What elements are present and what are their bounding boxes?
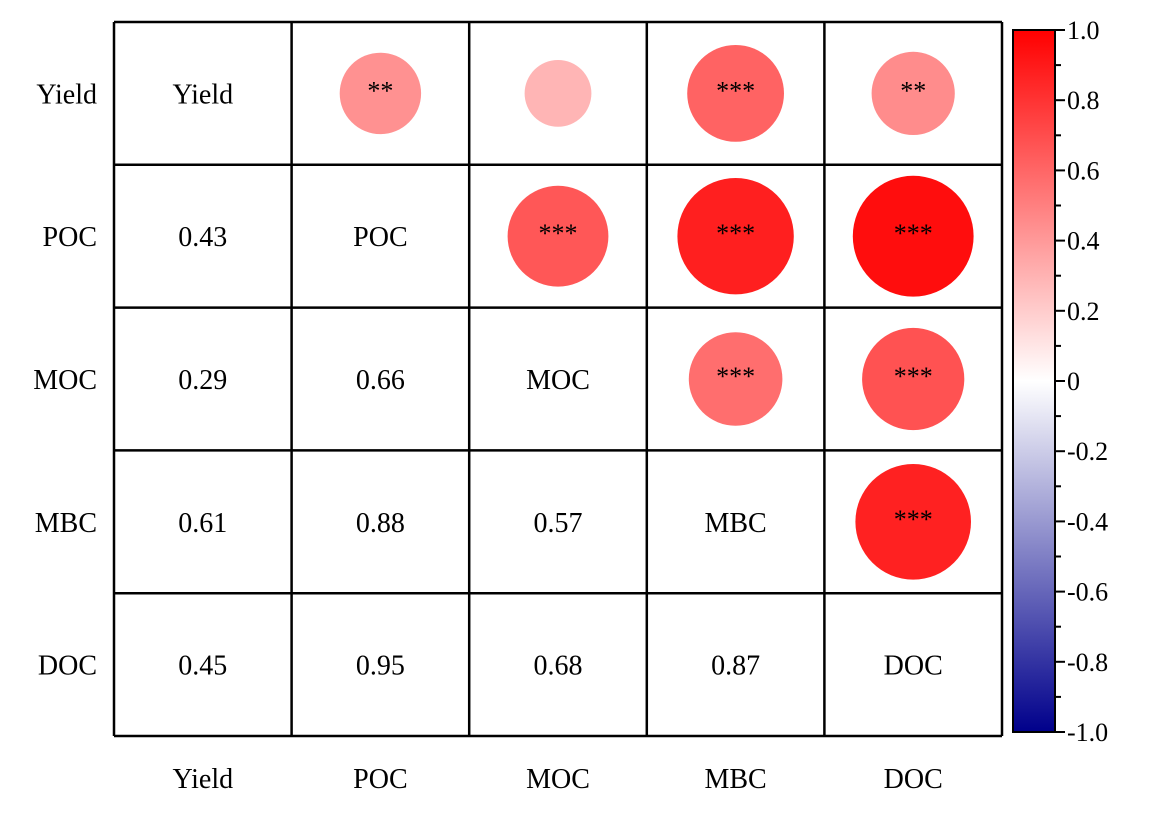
column-label: POC: [353, 764, 407, 795]
significance-stars: **: [367, 76, 393, 105]
significance-stars: ***: [894, 219, 933, 248]
colorbar-tick-label: -1.0: [1067, 718, 1108, 747]
diagonal-label: POC: [353, 222, 407, 253]
significance-stars: ***: [539, 219, 578, 248]
correlation-circle: [507, 185, 609, 287]
diagonal-label: DOC: [884, 651, 943, 682]
correlation-value: 0.95: [356, 651, 405, 682]
colorbar: 1.0 0.8 0.6 0.4 0.2 0 -0.2 -0.4 -0.6 -0.8 -1.0: [1012, 16, 1108, 747]
colorbar-tick-label: 0: [1067, 367, 1080, 396]
column-label: Yield: [172, 764, 233, 795]
row-label: POC: [43, 222, 97, 253]
matrix-cell: [114, 450, 292, 594]
significance-stars: ***: [894, 505, 933, 534]
correlation-circle: [687, 45, 784, 142]
colorbar-tick-label: -0.8: [1067, 648, 1108, 677]
matrix-cell: [114, 307, 292, 451]
diagonal-label: MBC: [704, 508, 766, 539]
matrix-cell: [646, 450, 825, 594]
significance-stars: ***: [716, 219, 755, 248]
colorbar-tick-label: 0.8: [1067, 86, 1100, 115]
matrix-cell: [291, 164, 470, 308]
colorbar-tick-label: -0.4: [1067, 507, 1108, 536]
matrix-cell: [114, 164, 292, 308]
row-label: MOC: [33, 365, 97, 396]
matrix-cell: [114, 593, 292, 736]
row-label: MBC: [35, 508, 97, 539]
matrix-cell: [291, 450, 470, 594]
matrix-cell: [291, 307, 470, 451]
matrix-cell: [646, 593, 825, 736]
correlation-value: 0.57: [534, 508, 583, 539]
matrix-cell: [291, 593, 470, 736]
matrix-cell: [114, 22, 292, 165]
matrix-cell: [469, 593, 647, 736]
correlation-value: 0.43: [178, 222, 227, 253]
correlation-circle: [677, 178, 794, 295]
row-label: Yield: [36, 79, 97, 110]
correlation-value: 0.87: [711, 651, 760, 682]
diagonal-label: Yield: [172, 79, 233, 110]
correlation-value: 0.61: [178, 508, 227, 539]
significance-stars: **: [900, 76, 926, 105]
significance-stars: ***: [716, 362, 755, 391]
colorbar-tick-label: 0.4: [1067, 227, 1100, 256]
matrix-cell: [469, 450, 647, 594]
column-label: MOC: [526, 764, 590, 795]
colorbar-tick-label: 0.6: [1067, 156, 1100, 185]
colorbar-tick-label: -0.2: [1067, 437, 1108, 466]
significance-stars: ***: [716, 76, 755, 105]
correlation-circle: [852, 175, 974, 297]
correlation-value: 0.88: [356, 508, 405, 539]
colorbar-tick-label: 0.2: [1067, 297, 1100, 326]
significance-stars: ***: [894, 362, 933, 391]
correlation-value: 0.68: [534, 651, 583, 682]
column-label: DOC: [884, 764, 943, 795]
correlation-circle: [862, 327, 965, 431]
matrix-cell: [469, 307, 647, 451]
row-label: DOC: [38, 651, 97, 682]
correlation-circle: [688, 332, 783, 426]
colorbar-tick-label: -0.6: [1067, 578, 1108, 607]
grid-layer: [112, 20, 1004, 738]
correlation-circle: [524, 60, 592, 127]
correlation-value: 0.66: [356, 365, 405, 396]
colorbar-gradient: [1012, 29, 1056, 733]
correlation-value: 0.45: [178, 651, 227, 682]
correlation-value: 0.29: [178, 365, 227, 396]
matrix-cell: [824, 593, 1002, 736]
diagonal-label: MOC: [526, 365, 590, 396]
colorbar-tick-label: 1.0: [1067, 16, 1100, 45]
label-layer: Yield POC MOC MBC DOC Yield POC MOC MBC DOC: [33, 79, 943, 795]
column-label: MBC: [704, 764, 766, 795]
mark-layer: Yield ** *** **0.43 POC *** *** ***0.29 0.66 MOC *…: [172, 45, 974, 682]
correlation-circle: [871, 51, 955, 135]
correlation-circle: [339, 52, 422, 135]
correlation-circle: [855, 464, 971, 580]
